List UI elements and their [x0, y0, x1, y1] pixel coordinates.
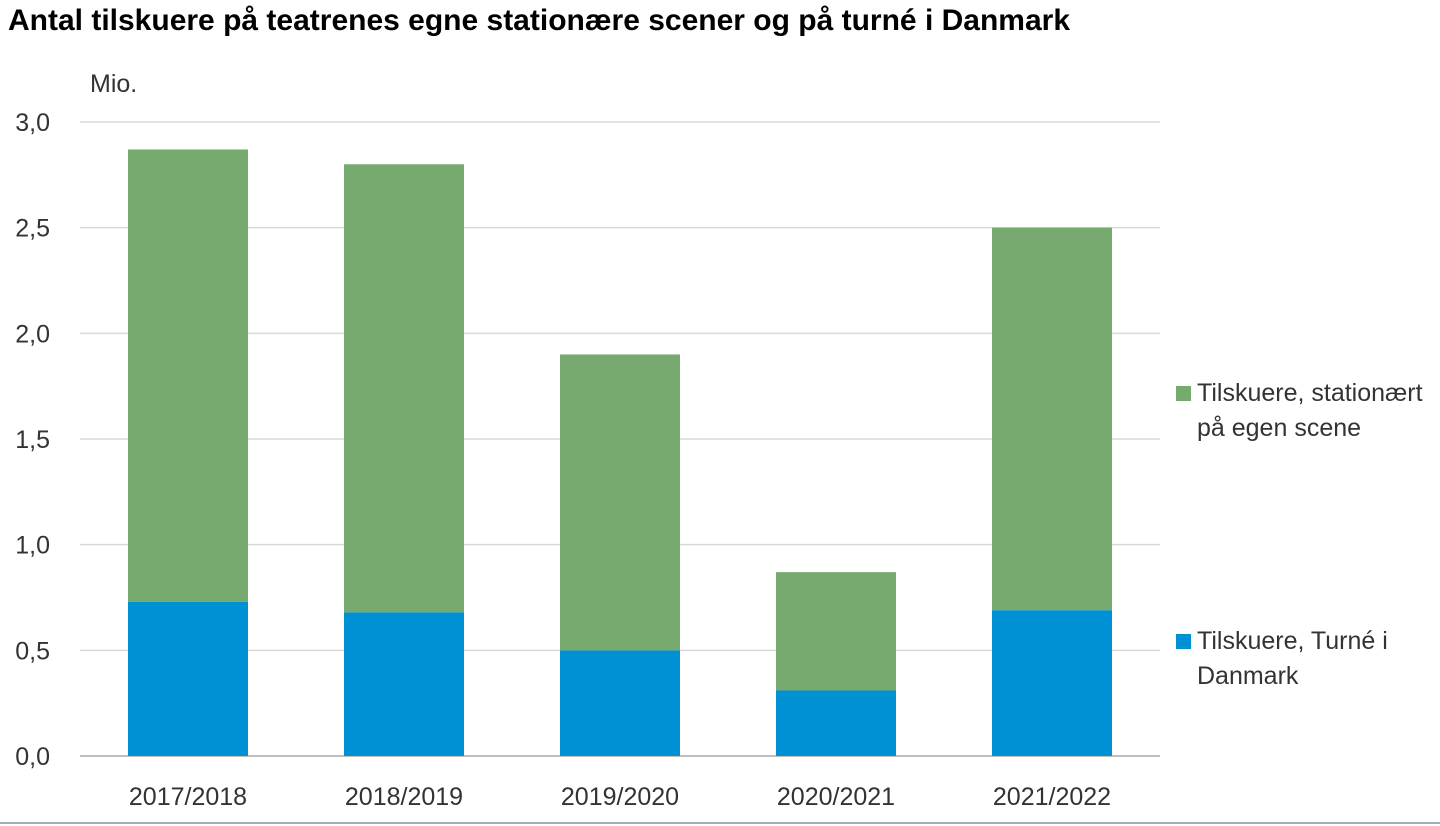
legend-item-stationary: Tilskuere, stationært på egen scene [1176, 376, 1426, 446]
chart-title: Antal tilskuere på teatrenes egne statio… [8, 4, 1071, 37]
x-axis-tick-labels: 2017/2018 2018/2019 2019/2020 2020/2021 2021… [129, 783, 1111, 811]
bar-tour-segment [992, 610, 1112, 756]
x-tick-label: 2020/2021 [777, 783, 895, 811]
x-tick-label: 2019/2020 [561, 783, 679, 811]
y-tick-label: 2,5 [15, 215, 50, 243]
y-axis-unit-label: Mio. [90, 70, 138, 98]
legend-swatch-tour [1176, 634, 1191, 649]
bar-tour-segment [128, 601, 248, 756]
bar-tour-segment [560, 650, 680, 756]
y-axis-tick-labels: 0,0 0,5 1,0 1,5 2,0 2,5 3,0 [15, 109, 50, 771]
bar-stationary-segment [776, 572, 896, 691]
bottom-border [0, 822, 1440, 824]
bar-stationary-segment [992, 227, 1112, 611]
bar-stationary-segment [128, 149, 248, 602]
legend-swatch-stationary [1176, 386, 1191, 401]
y-tick-label: 1,5 [15, 426, 50, 454]
y-tick-label: 0,0 [15, 743, 50, 771]
x-tick-label: 2018/2019 [345, 783, 463, 811]
bar-stationary-segment [344, 164, 464, 613]
legend-item-tour: Tilskuere, Turné i Danmark [1176, 624, 1426, 694]
bar-stationary-segment [560, 354, 680, 651]
y-tick-label: 2,0 [15, 320, 50, 348]
y-tick-label: 0,5 [15, 637, 50, 665]
bar-tour-segment [776, 690, 896, 756]
x-tick-label: 2021/2022 [993, 783, 1111, 811]
x-tick-label: 2017/2018 [129, 783, 247, 811]
legend-label-stationary: Tilskuere, stationært på egen scene [1197, 379, 1423, 442]
y-tick-label: 3,0 [15, 109, 50, 137]
y-tick-label: 1,0 [15, 532, 50, 560]
bar-tour-segment [344, 612, 464, 756]
legend-label-tour: Tilskuere, Turné i Danmark [1197, 627, 1388, 690]
bars [128, 149, 1112, 756]
